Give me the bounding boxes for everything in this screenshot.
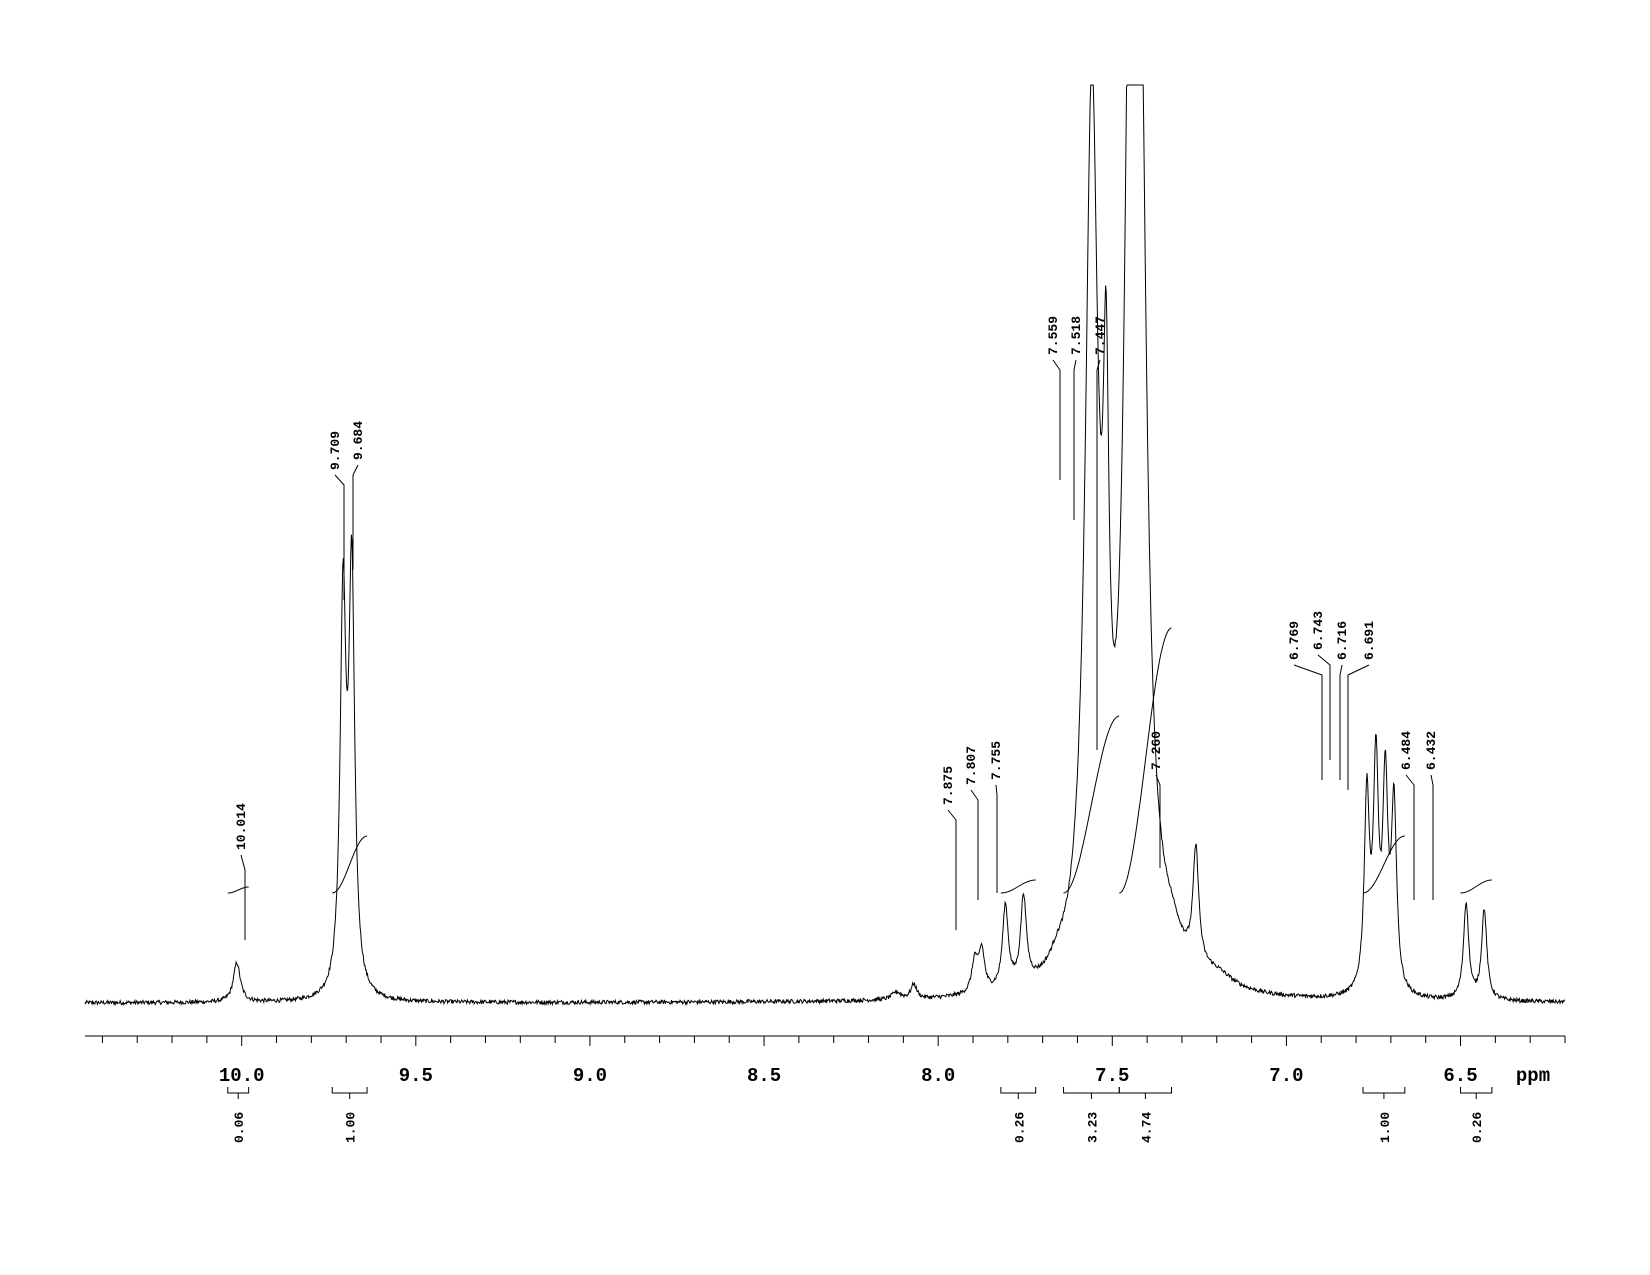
peak-label-group-12: 6.716 xyxy=(1335,621,1350,780)
peak-label-group-0: 10.014 xyxy=(234,803,249,940)
peak-label: 7.559 xyxy=(1046,316,1061,355)
x-axis-unit-label: ppm xyxy=(1516,1065,1550,1087)
peak-leader-line xyxy=(240,854,246,940)
integral-brackets-layer: 0.06 1.00 0.26 3.23 4.74 1.00 0.26 xyxy=(227,1087,1493,1143)
peak-label-group-15: 6.432 xyxy=(1424,731,1439,900)
peak-label-group-13: 6.691 xyxy=(1347,621,1377,790)
integral-value: 1.00 xyxy=(344,1112,359,1143)
peak-label-group-10: 6.769 xyxy=(1287,621,1323,780)
peak-label: 6.691 xyxy=(1362,621,1377,660)
integral-curve-5 xyxy=(1362,835,1405,894)
integral-curve-4 xyxy=(1119,627,1172,894)
x-tick-label: 6.5 xyxy=(1443,1065,1477,1087)
integral-bracket xyxy=(1118,1087,1172,1094)
peak-label-group-2: 9.684 xyxy=(351,421,366,570)
integral-bracket xyxy=(331,1087,368,1094)
x-tick-label: 9.5 xyxy=(399,1065,433,1087)
integral-value: 3.23 xyxy=(1085,1112,1100,1143)
peak-label: 9.709 xyxy=(328,431,343,470)
peak-label-group-1: 9.709 xyxy=(328,431,345,600)
peak-label-group-7: 7.518 xyxy=(1069,316,1084,520)
integral-group-1: 1.00 xyxy=(331,1087,368,1143)
x-tick-label: 7.0 xyxy=(1269,1065,1303,1087)
peak-label-group-9: 7.260 xyxy=(1149,731,1164,868)
peak-leader-line xyxy=(995,784,998,893)
x-axis-ticks: 10.0 9.5 9.0 8.5 8.0 7.5 7.0 6.5 xyxy=(101,1036,1566,1087)
peak-label: 7.755 xyxy=(989,741,1004,780)
peak-label: 6.769 xyxy=(1287,621,1302,660)
integral-curve-1 xyxy=(332,835,368,894)
spectrum-trace-layer xyxy=(84,84,1566,1007)
x-tick-label: 8.0 xyxy=(921,1065,955,1087)
peak-label-group-6: 7.559 xyxy=(1046,316,1061,480)
peak-leader-line xyxy=(1293,664,1323,780)
peak-leader-line xyxy=(947,809,957,930)
peak-label: 7.518 xyxy=(1069,316,1084,355)
integral-group-5: 1.00 xyxy=(1362,1087,1406,1143)
integral-bracket xyxy=(1362,1087,1406,1094)
peak-label-group-5: 7.755 xyxy=(989,741,1004,893)
peak-leader-line xyxy=(1405,774,1415,900)
peak-label: 7.807 xyxy=(964,746,979,785)
peak-label-group-3: 7.875 xyxy=(941,766,957,930)
peak-leader-line xyxy=(1430,774,1434,900)
integral-bracket xyxy=(1063,1087,1120,1094)
x-tick-label: 10.0 xyxy=(219,1065,265,1087)
peak-leader-line xyxy=(1052,359,1061,480)
peak-leader-line xyxy=(352,464,359,570)
integral-group-0: 0.06 xyxy=(227,1087,250,1143)
integral-curve-6 xyxy=(1460,879,1492,894)
peak-label-group-14: 6.484 xyxy=(1399,731,1415,900)
peak-leader-line xyxy=(1347,664,1370,790)
integral-bracket xyxy=(227,1087,250,1094)
peak-label: 10.014 xyxy=(234,803,249,850)
peak-leader-line xyxy=(1096,359,1101,750)
peak-leader-line xyxy=(1073,359,1077,520)
x-tick-label: 8.5 xyxy=(747,1065,781,1087)
integral-curve-0 xyxy=(227,886,249,894)
integral-bracket xyxy=(1460,1087,1493,1094)
integral-curves-layer xyxy=(227,627,1492,894)
peak-label: 7.260 xyxy=(1149,731,1164,770)
peak-label-group-8: 7.447 xyxy=(1093,316,1108,750)
peak-leader-line xyxy=(334,474,345,600)
integral-curve-2 xyxy=(1000,879,1036,894)
integral-value: 0.26 xyxy=(1012,1112,1027,1143)
peak-label-group-4: 7.807 xyxy=(964,746,979,900)
peak-label: 6.716 xyxy=(1335,621,1350,660)
peak-label: 7.447 xyxy=(1093,316,1108,355)
integral-group-3: 3.23 xyxy=(1063,1087,1120,1143)
peak-label: 6.484 xyxy=(1399,731,1414,770)
integral-bracket xyxy=(1000,1087,1037,1094)
integral-value: 0.26 xyxy=(1470,1112,1485,1143)
integral-group-6: 0.26 xyxy=(1460,1087,1493,1143)
peak-label-group-11: 6.743 xyxy=(1311,611,1331,760)
peak-label: 6.432 xyxy=(1424,731,1439,770)
peak-leader-line xyxy=(1339,664,1343,780)
x-tick-label: 9.0 xyxy=(573,1065,607,1087)
peak-leader-line xyxy=(1155,774,1161,868)
peak-labels-layer: 10.014 9.709 9.684 7.875 7.807 7.755 7.559 7.51… xyxy=(234,316,1439,940)
peak-label: 6.743 xyxy=(1311,611,1326,650)
integral-curve-3 xyxy=(1063,715,1120,894)
integral-value: 0.06 xyxy=(232,1112,247,1143)
integral-value: 1.00 xyxy=(1378,1112,1393,1143)
peak-label: 9.684 xyxy=(351,421,366,460)
integral-value: 4.74 xyxy=(1139,1112,1154,1143)
peak-leader-line xyxy=(1317,654,1331,760)
integral-group-4: 4.74 xyxy=(1118,1087,1172,1143)
peak-leader-line xyxy=(970,789,979,900)
x-tick-label: 7.5 xyxy=(1095,1065,1129,1087)
spectrum-trace xyxy=(84,84,1566,1007)
integral-group-2: 0.26 xyxy=(1000,1087,1037,1143)
peak-label: 7.875 xyxy=(941,766,956,805)
